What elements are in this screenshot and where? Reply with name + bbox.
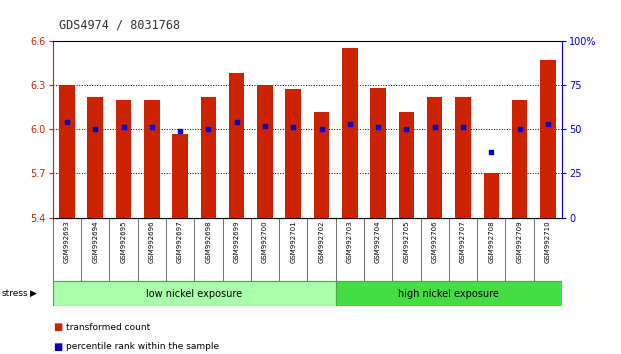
Text: GSM992709: GSM992709 [517,220,522,263]
Bar [286,89,301,218]
Point [345,121,355,127]
Text: GSM992694: GSM992694 [93,220,98,263]
Text: GSM992698: GSM992698 [206,220,211,263]
Point [288,125,298,130]
Text: GSM992696: GSM992696 [149,220,155,263]
Bar [144,100,160,218]
Bar [257,85,273,218]
Bar [399,112,414,218]
Bar [427,97,443,218]
Bar [342,48,358,218]
Point [317,126,327,132]
Text: ■: ■ [53,342,62,352]
Text: GSM992695: GSM992695 [120,220,127,263]
Point [204,126,214,132]
Bar [116,100,131,218]
Text: GSM992704: GSM992704 [375,220,381,263]
Bar [88,97,103,218]
Bar [229,73,245,218]
Text: GSM992708: GSM992708 [488,220,494,263]
Point [458,125,468,130]
Bar [172,133,188,218]
Point [543,121,553,127]
Text: GSM992705: GSM992705 [404,220,409,263]
Text: GSM992707: GSM992707 [460,220,466,263]
Point [62,119,72,125]
Text: GSM992693: GSM992693 [64,220,70,263]
Text: GSM992706: GSM992706 [432,220,438,263]
Bar [512,100,527,218]
Point [486,149,496,155]
Bar [53,281,336,306]
Text: GSM992697: GSM992697 [177,220,183,263]
Point [90,126,100,132]
Point [260,123,270,129]
Bar [370,88,386,218]
Text: GDS4974 / 8031768: GDS4974 / 8031768 [59,19,180,32]
Bar [540,60,556,218]
Point [430,125,440,130]
Bar [201,97,216,218]
Text: percentile rank within the sample: percentile rank within the sample [66,342,220,352]
Bar [484,173,499,218]
Bar [455,97,471,218]
Point [515,126,525,132]
Point [175,128,185,134]
Text: transformed count: transformed count [66,323,151,332]
Text: stress: stress [1,289,28,298]
Text: high nickel exposure: high nickel exposure [399,289,499,299]
Point [232,119,242,125]
Text: GSM992710: GSM992710 [545,220,551,263]
Text: GSM992701: GSM992701 [290,220,296,263]
Text: GSM992699: GSM992699 [233,220,240,263]
Point [119,125,129,130]
Bar [59,85,75,218]
Point [147,125,156,130]
Text: GSM992702: GSM992702 [319,220,325,263]
Bar [314,112,329,218]
Point [373,125,383,130]
Text: GSM992700: GSM992700 [262,220,268,263]
Point [401,126,411,132]
Bar [336,281,562,306]
Text: low nickel exposure: low nickel exposure [146,289,242,299]
Text: ■: ■ [53,322,62,332]
Text: GSM992703: GSM992703 [347,220,353,263]
Text: ▶: ▶ [30,289,37,298]
